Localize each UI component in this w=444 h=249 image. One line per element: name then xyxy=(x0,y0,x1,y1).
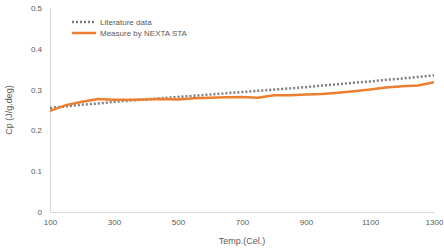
x-tick: 300 xyxy=(108,212,122,227)
y-tick-label: 0.4 xyxy=(31,45,43,54)
y-tick-label: 0.1 xyxy=(31,167,43,176)
series-line xyxy=(50,82,434,111)
x-tick-label: 900 xyxy=(300,218,314,227)
series-group xyxy=(50,75,434,110)
y-tick-label: 0.2 xyxy=(31,126,43,135)
x-tick-label: 100 xyxy=(44,218,58,227)
y-tick: 0.5 xyxy=(31,4,50,13)
legend-label: Literature data xyxy=(100,18,152,27)
legend-item: Literature data xyxy=(72,18,152,27)
x-axis-line xyxy=(51,212,435,213)
y-tick-label: 0 xyxy=(38,208,43,217)
legend-item: Measure by NEXTA STA xyxy=(72,29,188,38)
y-axis: 0 0.1 0.2 0.3 0.4 0.5 xyxy=(31,4,51,217)
x-tick: 1300 xyxy=(426,212,444,227)
plot-area: 100 300 500 700 900 1100 1300 0 0.1 0.2 0.3 0.4 0.5 L… xyxy=(31,4,444,227)
x-tick-label: 1100 xyxy=(362,218,380,227)
legend-label: Measure by NEXTA STA xyxy=(100,29,188,38)
x-axis-title: Temp.(Cel.) xyxy=(219,236,266,246)
y-tick: 0.1 xyxy=(31,167,50,176)
legend-swatch xyxy=(72,32,96,35)
x-tick-label: 1300 xyxy=(426,218,444,227)
x-tick: 500 xyxy=(172,212,186,227)
x-tick: 100 xyxy=(44,212,58,227)
legend-swatch xyxy=(72,21,96,24)
x-tick-label: 700 xyxy=(236,218,250,227)
chart: 100 300 500 700 900 1100 1300 0 0.1 0.2 0.3 0.4 0.5 L… xyxy=(0,0,444,249)
x-tick: 900 xyxy=(300,212,314,227)
y-tick: 0.3 xyxy=(31,86,50,95)
x-tick-label: 500 xyxy=(172,218,186,227)
series-line xyxy=(50,75,434,108)
x-tick-label: 300 xyxy=(108,218,122,227)
x-tick: 700 xyxy=(236,212,250,227)
y-tick: 0.4 xyxy=(31,45,50,54)
x-axis: 100 300 500 700 900 1100 1300 xyxy=(44,212,444,227)
legend: Literature data Measure by NEXTA STA xyxy=(72,18,188,38)
y-tick-label: 0.3 xyxy=(31,86,43,95)
x-tick: 1100 xyxy=(362,212,380,227)
y-axis-title: Cp (J/g.deg) xyxy=(4,85,14,135)
y-tick-label: 0.5 xyxy=(31,4,43,13)
y-tick: 0 xyxy=(38,208,50,217)
y-tick: 0.2 xyxy=(31,126,50,135)
